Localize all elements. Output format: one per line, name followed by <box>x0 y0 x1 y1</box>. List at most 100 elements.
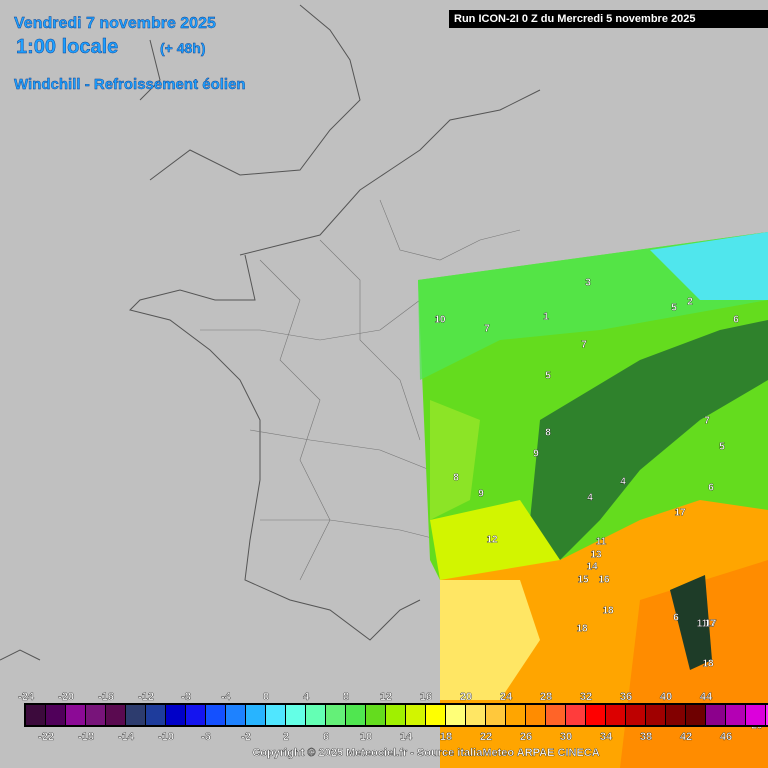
color-box <box>226 705 245 725</box>
colorbar: -24 -20 -16 -12 -8 -4 0 4 8 12 16 20 24 28 32 36 40 44-22… <box>18 691 768 743</box>
scale-label: -12 <box>138 691 154 703</box>
scale-label: 20 <box>460 691 472 703</box>
color-box <box>46 705 65 725</box>
color-box <box>466 705 485 725</box>
color-box <box>686 705 705 725</box>
color-box <box>666 705 685 725</box>
color-box <box>486 705 505 725</box>
contour-label: 11 <box>697 619 708 630</box>
color-box <box>526 705 545 725</box>
color-box <box>206 705 225 725</box>
contour-label: 3 <box>585 278 591 289</box>
scale-label: -20 <box>58 691 74 703</box>
scale-label: 22 <box>480 731 492 743</box>
field <box>418 232 768 768</box>
contour-label: 17 <box>704 619 716 630</box>
color-box <box>626 705 645 725</box>
contour-label: 17 <box>705 619 717 630</box>
color-box <box>546 705 565 725</box>
contour-label: 18 <box>602 606 614 617</box>
color-box <box>246 705 265 725</box>
scale-label: 38 <box>640 731 652 743</box>
color-box <box>766 705 768 725</box>
color-box <box>606 705 625 725</box>
contour-label: 13 <box>590 550 602 561</box>
contour-label: 7 <box>484 324 490 335</box>
color-box <box>346 705 365 725</box>
scale-label: 2 <box>283 731 289 743</box>
color-box <box>566 705 585 725</box>
scale-label: -10 <box>158 731 174 743</box>
color-box <box>166 705 185 725</box>
color-box <box>66 705 85 725</box>
scale-label: 28 <box>540 691 552 703</box>
scale-label: 24 <box>500 691 513 703</box>
scale-label: 40 <box>660 691 672 703</box>
scale-label: 30 <box>560 731 572 743</box>
contour-label: 17 <box>674 508 686 519</box>
scale-label: -8 <box>181 691 191 703</box>
contour-label: 6 <box>733 315 739 326</box>
scale-label: 10 <box>360 731 372 743</box>
contour-label: 12 <box>486 535 498 546</box>
contour-label: 2 <box>687 297 693 308</box>
scale-label: 46 <box>720 731 732 743</box>
run-box <box>449 10 768 28</box>
scale-label: 4 <box>303 691 310 703</box>
contour-label: 14 <box>586 562 598 573</box>
scale-label: 14 <box>400 731 413 743</box>
scale-label: 8 <box>343 691 349 703</box>
color-box <box>726 705 745 725</box>
color-box <box>286 705 305 725</box>
contour-label: 7 <box>581 340 587 351</box>
color-box <box>406 705 425 725</box>
contour-label: 9 <box>533 449 539 460</box>
contour-label: 10 <box>434 315 446 326</box>
scale-label: -16 <box>98 691 114 703</box>
scale-label: -24 <box>18 691 35 703</box>
lead: (+ 48h) <box>160 40 206 56</box>
color-box <box>146 705 165 725</box>
color-box <box>266 705 285 725</box>
contour-label: 16 <box>598 575 610 586</box>
color-box <box>326 705 345 725</box>
scale-label: 44 <box>700 691 713 703</box>
color-box <box>26 705 45 725</box>
scale-label: 36 <box>620 691 632 703</box>
contour-label: 18 <box>576 624 588 635</box>
coastlines <box>0 4 541 661</box>
scale-label: 32 <box>580 691 592 703</box>
region-borders <box>200 199 521 581</box>
footer: Copyright © 2025 Meteociel.fr - Source i… <box>252 747 599 759</box>
contour-label: 8 <box>453 473 459 484</box>
color-box <box>446 705 465 725</box>
color-box <box>506 705 525 725</box>
contour-label: 11 <box>596 537 607 548</box>
date: Vendredi 7 novembre 2025 <box>14 15 216 32</box>
contour-label: 5 <box>545 371 551 382</box>
scale-label: 12 <box>380 691 392 703</box>
contour-label: 18 <box>702 659 714 670</box>
scale-label: -2 <box>241 731 251 743</box>
contour-label: 6 <box>708 483 714 494</box>
scale-label: 34 <box>600 731 613 743</box>
contour-label: 5 <box>719 442 725 453</box>
scale-label: -18 <box>78 731 94 743</box>
contour-label: 6 <box>673 613 679 624</box>
scale-label: -6 <box>201 731 211 743</box>
time: 1:00 locale <box>16 36 118 58</box>
color-box <box>646 705 665 725</box>
color-box <box>306 705 325 725</box>
scale-label: 18 <box>440 731 452 743</box>
color-box <box>126 705 145 725</box>
scale-label: 16 <box>420 691 432 703</box>
color-box <box>706 705 725 725</box>
contour-label: 4 <box>620 477 626 488</box>
contour-label: 5 <box>671 303 677 314</box>
contour-label: 15 <box>577 575 589 586</box>
scale-label: -14 <box>118 731 135 743</box>
color-box <box>106 705 125 725</box>
color-box <box>186 705 205 725</box>
